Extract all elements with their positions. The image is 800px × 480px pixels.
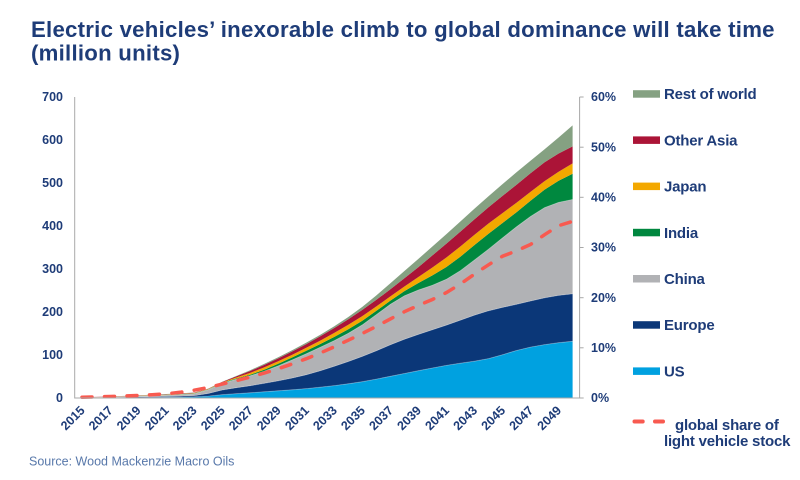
svg-text:400: 400 <box>42 219 63 233</box>
svg-text:600: 600 <box>42 133 63 147</box>
svg-text:light vehicle stock: light vehicle stock <box>664 433 791 450</box>
svg-text:200: 200 <box>42 305 63 319</box>
svg-text:2043: 2043 <box>451 403 481 433</box>
svg-text:10%: 10% <box>591 341 616 355</box>
svg-text:Europe: Europe <box>664 317 714 334</box>
svg-text:(million units): (million units) <box>31 41 180 66</box>
svg-text:2033: 2033 <box>310 403 340 433</box>
svg-text:2037: 2037 <box>366 403 396 433</box>
svg-text:2019: 2019 <box>114 403 144 433</box>
svg-text:500: 500 <box>42 176 63 190</box>
svg-text:40%: 40% <box>591 191 616 205</box>
svg-text:US: US <box>664 363 685 380</box>
svg-text:2029: 2029 <box>254 403 284 433</box>
svg-text:30%: 30% <box>591 241 616 255</box>
svg-text:Electric vehicles’ inexorable: Electric vehicles’ inexorable climb to g… <box>31 17 775 42</box>
svg-text:700: 700 <box>42 90 63 104</box>
svg-text:Other Asia: Other Asia <box>664 132 738 149</box>
svg-text:60%: 60% <box>591 90 616 104</box>
svg-text:2021: 2021 <box>142 403 172 433</box>
svg-text:0: 0 <box>56 391 63 405</box>
svg-text:China: China <box>664 271 706 288</box>
svg-text:100: 100 <box>42 348 63 362</box>
svg-text:2035: 2035 <box>338 403 368 433</box>
svg-text:2023: 2023 <box>170 403 200 433</box>
svg-text:Source: Wood Mackenzie Macro O: Source: Wood Mackenzie Macro Oils <box>29 455 234 469</box>
svg-text:0%: 0% <box>591 391 609 405</box>
svg-text:2039: 2039 <box>394 403 424 433</box>
svg-text:300: 300 <box>42 262 63 276</box>
svg-text:2027: 2027 <box>226 403 256 433</box>
svg-text:2017: 2017 <box>86 403 116 433</box>
svg-text:global share of: global share of <box>675 417 780 434</box>
svg-text:20%: 20% <box>591 291 616 305</box>
svg-text:2015: 2015 <box>58 403 88 433</box>
svg-text:2025: 2025 <box>198 403 228 433</box>
svg-text:India: India <box>664 225 699 242</box>
svg-text:Rest of world: Rest of world <box>664 86 756 103</box>
svg-text:Japan: Japan <box>664 179 706 196</box>
svg-text:2045: 2045 <box>479 403 509 433</box>
svg-text:2031: 2031 <box>282 403 312 433</box>
svg-text:50%: 50% <box>591 140 616 154</box>
svg-text:2049: 2049 <box>535 403 565 433</box>
svg-text:2041: 2041 <box>422 403 452 433</box>
svg-text:2047: 2047 <box>507 403 537 433</box>
